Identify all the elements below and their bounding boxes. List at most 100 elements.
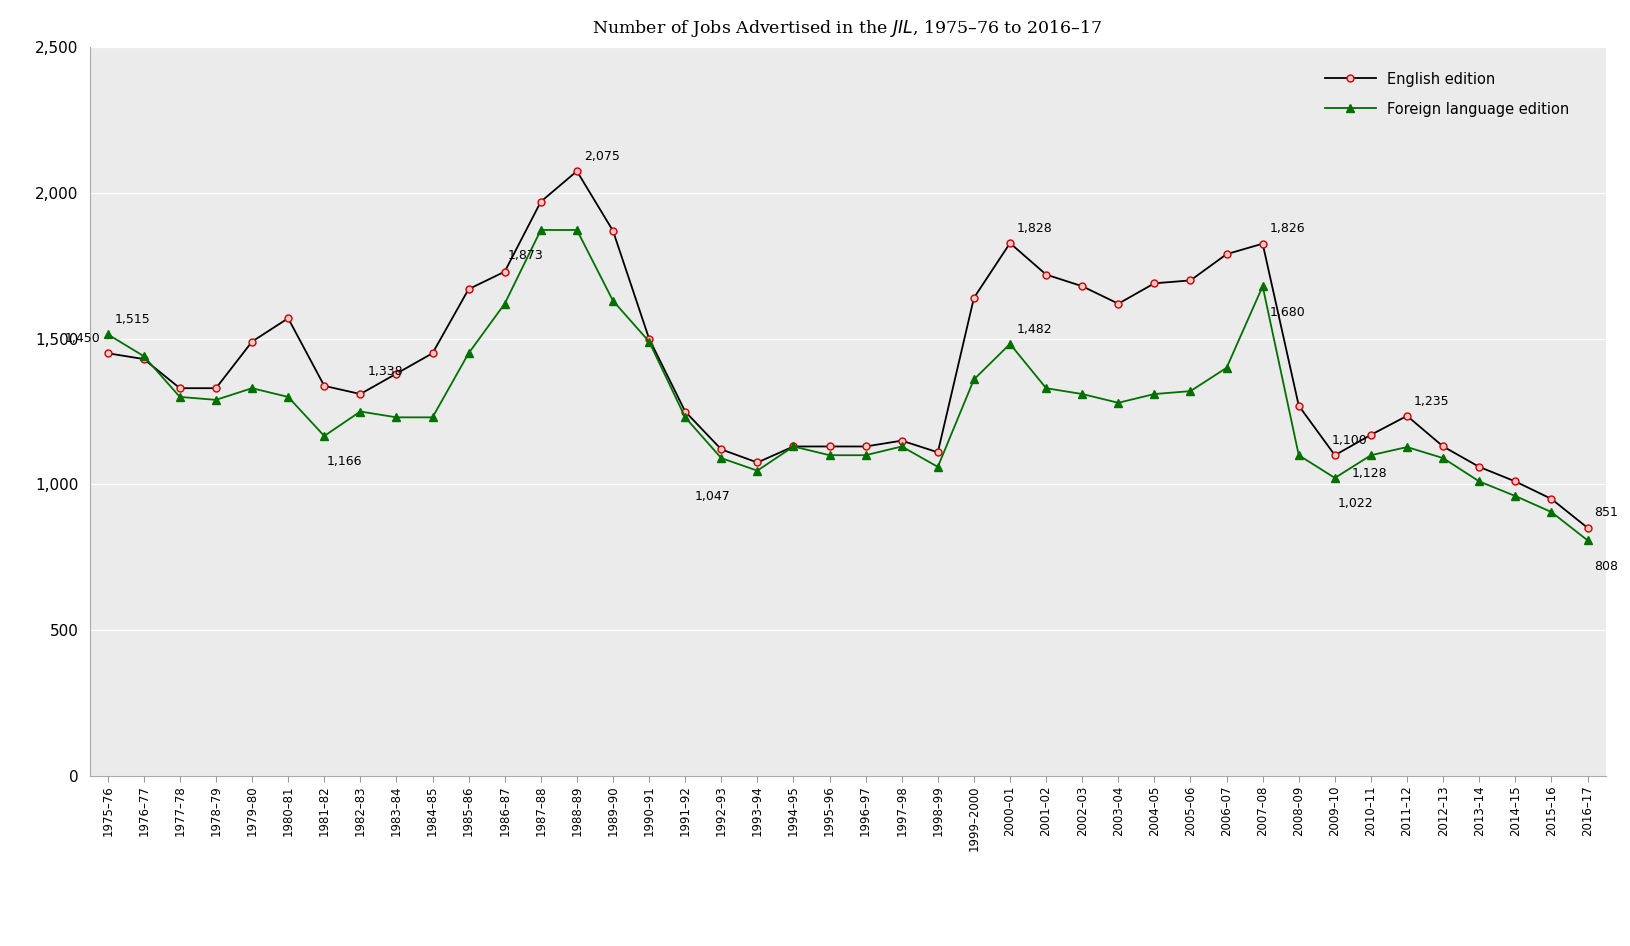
English edition <box>1037 269 1056 280</box>
English edition <box>675 406 694 417</box>
Text: 1,047: 1,047 <box>694 490 730 503</box>
Foreign language edition <box>784 441 804 452</box>
English edition <box>1469 462 1488 473</box>
Foreign language edition <box>1108 397 1128 409</box>
Text: 851: 851 <box>1594 506 1619 519</box>
Foreign language edition <box>963 374 983 385</box>
English edition <box>603 225 623 236</box>
English edition <box>496 266 515 277</box>
Foreign language edition <box>892 441 911 452</box>
English edition <box>639 333 659 344</box>
English edition <box>927 447 947 458</box>
English edition <box>170 382 189 394</box>
Text: 1,680: 1,680 <box>1270 306 1306 319</box>
Text: 1,100: 1,100 <box>1332 434 1368 447</box>
English edition <box>892 435 911 447</box>
English edition <box>820 441 839 452</box>
Foreign language edition <box>134 350 153 361</box>
English edition <box>1506 476 1526 487</box>
Text: 1,166: 1,166 <box>328 455 362 468</box>
Foreign language edition <box>1325 472 1345 483</box>
Text: 1,450: 1,450 <box>65 332 101 345</box>
Foreign language edition <box>98 328 117 340</box>
Line: English edition: English edition <box>104 167 1591 532</box>
Foreign language edition <box>1289 449 1309 461</box>
Foreign language edition <box>603 295 623 307</box>
Foreign language edition <box>1397 442 1416 453</box>
Foreign language edition <box>458 347 478 359</box>
Foreign language edition <box>1578 534 1597 546</box>
Text: 1,873: 1,873 <box>507 250 543 262</box>
Foreign language edition <box>567 224 587 236</box>
Foreign language edition <box>170 392 189 403</box>
English edition <box>1216 249 1236 260</box>
Foreign language edition <box>675 412 694 423</box>
English edition <box>315 380 334 392</box>
Text: 1,128: 1,128 <box>1351 466 1387 480</box>
English edition <box>1289 400 1309 412</box>
English edition <box>748 457 768 468</box>
Foreign language edition <box>350 406 370 417</box>
English edition <box>856 441 875 452</box>
English edition <box>1433 441 1452 452</box>
Foreign language edition <box>1433 452 1452 464</box>
Text: 1,022: 1,022 <box>1338 498 1372 511</box>
Text: 1,235: 1,235 <box>1413 394 1449 408</box>
Foreign language edition <box>386 412 406 423</box>
Foreign language edition <box>927 462 947 473</box>
Title: Number of Jobs Advertised in the $\mathit{JIL}$, 1975–76 to 2016–17: Number of Jobs Advertised in the $\mathi… <box>592 18 1104 40</box>
English edition <box>1144 277 1164 289</box>
Line: Foreign language edition: Foreign language edition <box>104 226 1591 545</box>
English edition <box>1108 298 1128 309</box>
Foreign language edition <box>531 224 551 236</box>
Foreign language edition <box>279 392 298 403</box>
Foreign language edition <box>820 449 839 461</box>
English edition <box>386 368 406 379</box>
Foreign language edition <box>1001 339 1020 350</box>
English edition <box>1325 449 1345 461</box>
Foreign language edition <box>1469 476 1488 487</box>
English edition <box>350 389 370 400</box>
Legend: English edition, Foreign language edition: English edition, Foreign language editio… <box>1319 65 1576 123</box>
English edition <box>567 166 587 177</box>
English edition <box>1253 238 1273 250</box>
Foreign language edition <box>748 465 768 477</box>
English edition <box>279 312 298 324</box>
English edition <box>1397 411 1416 422</box>
Foreign language edition <box>496 298 515 309</box>
English edition <box>243 336 262 347</box>
Text: 1,826: 1,826 <box>1270 222 1306 236</box>
English edition <box>1180 274 1200 286</box>
Text: 808: 808 <box>1594 560 1619 572</box>
English edition <box>531 196 551 207</box>
English edition <box>134 354 153 365</box>
Foreign language edition <box>1542 506 1562 517</box>
Foreign language edition <box>1144 389 1164 400</box>
Text: 1,828: 1,828 <box>1017 221 1053 235</box>
Text: 1,515: 1,515 <box>114 313 150 326</box>
English edition <box>422 347 442 359</box>
Foreign language edition <box>1037 382 1056 394</box>
English edition <box>1001 237 1020 249</box>
English edition <box>205 382 225 394</box>
Foreign language edition <box>1180 385 1200 396</box>
English edition <box>1073 281 1092 292</box>
English edition <box>1361 429 1381 441</box>
Foreign language edition <box>639 336 659 347</box>
English edition <box>711 444 730 455</box>
Foreign language edition <box>1216 362 1236 374</box>
Foreign language edition <box>856 449 875 461</box>
Foreign language edition <box>1073 389 1092 400</box>
English edition <box>963 292 983 304</box>
English edition <box>1542 493 1562 504</box>
English edition <box>458 284 478 295</box>
Foreign language edition <box>243 382 262 394</box>
Foreign language edition <box>1506 490 1526 501</box>
English edition <box>784 441 804 452</box>
Foreign language edition <box>711 452 730 464</box>
Foreign language edition <box>205 394 225 406</box>
Foreign language edition <box>315 430 334 442</box>
English edition <box>1578 522 1597 534</box>
Foreign language edition <box>1361 449 1381 461</box>
Text: 1,338: 1,338 <box>367 364 403 377</box>
